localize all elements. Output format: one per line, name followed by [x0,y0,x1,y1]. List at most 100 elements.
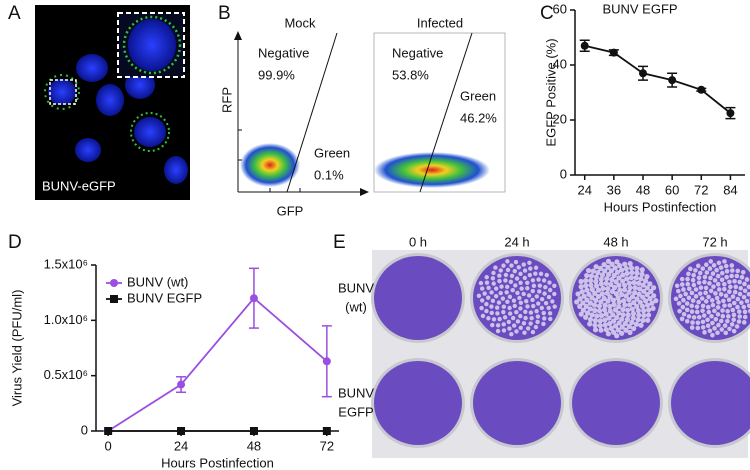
plaque [712,278,718,283]
plaque [518,313,523,319]
plaque [700,266,706,271]
column-label: 48 h [603,234,628,249]
plaque [512,303,517,309]
plaque [501,309,506,315]
plaque [593,278,599,285]
plaque [642,298,649,304]
gate-percent: 53.8% [392,67,429,82]
plaque [686,271,691,277]
plaque [552,291,557,297]
x-tick-label: 72 [694,182,708,197]
plaque [644,291,650,298]
plaque [641,312,647,319]
plaque [599,291,605,297]
plaque [651,285,657,291]
plate-well [572,361,660,445]
plaque [702,279,707,285]
point [249,294,258,303]
legend-marker [110,279,118,287]
plaque [534,294,539,299]
plaque [712,326,717,331]
plaque [630,315,636,321]
y-tick-label: 0 [81,422,88,437]
plaque [489,304,494,309]
plaque [594,313,600,319]
plaque [634,296,640,302]
plaque [698,285,704,290]
plaque [622,320,628,327]
plaque [602,317,608,323]
plaque [715,330,720,336]
plaque [624,316,631,322]
plaque [518,306,523,311]
plaque [546,305,551,311]
plaque [731,317,736,322]
plaque [591,302,598,308]
plaque [735,304,740,310]
plaque [729,273,734,279]
plaque [644,302,651,308]
plaque [486,295,491,300]
plaque [479,305,484,311]
point [697,85,706,94]
plaque [541,310,546,316]
plaque [521,262,526,267]
plaque [587,300,594,306]
plaque [705,304,711,310]
y-tick-label: 20 [553,111,567,126]
plaque [614,315,620,321]
plaque [741,294,747,300]
plot-title: Infected [417,15,463,30]
plaque [509,273,515,279]
point [639,69,647,78]
plaque [592,307,598,314]
point [580,41,589,50]
plaque [708,275,713,281]
plaque [636,312,642,318]
plates [371,250,750,458]
plaque [704,270,710,275]
point [726,109,735,118]
plaque [626,297,632,303]
plaque [528,266,533,271]
plaque [640,282,646,288]
plaque [710,332,715,338]
plaque [731,300,737,306]
plaque [587,306,594,312]
plaque [489,290,494,295]
panel-letter: D [8,232,22,253]
plaque [703,290,708,296]
panel-letter: E [333,232,346,253]
plaque [637,299,643,305]
y-tick-label: 1.5x10⁶ [44,256,88,271]
plaque [484,280,490,285]
x-tick-label: 36 [607,182,621,197]
plaque [684,318,690,324]
plaque [525,280,530,286]
plaque [631,325,637,332]
plaque [639,267,645,273]
plaque [497,273,502,278]
plaque [712,308,717,314]
plaque [673,296,679,302]
row-label: BUNV [338,385,374,400]
plaque [624,276,630,282]
plaque [522,268,528,273]
plaque [710,302,716,308]
gate-name: Negative [258,45,309,60]
plaque [609,276,615,283]
plaque [595,293,602,300]
plaque [649,300,655,306]
plaque [611,329,617,335]
plaque [493,293,499,299]
plaque [506,319,512,325]
plaque [629,270,635,276]
plaque [602,322,608,328]
axis-label: GFP [277,203,304,218]
plaque [693,287,699,292]
plaque [640,294,646,300]
plaque [542,316,547,321]
x-tick-label: 60 [665,182,679,197]
plaque [632,289,638,296]
chart-title: BUNV EGFP [602,1,677,16]
